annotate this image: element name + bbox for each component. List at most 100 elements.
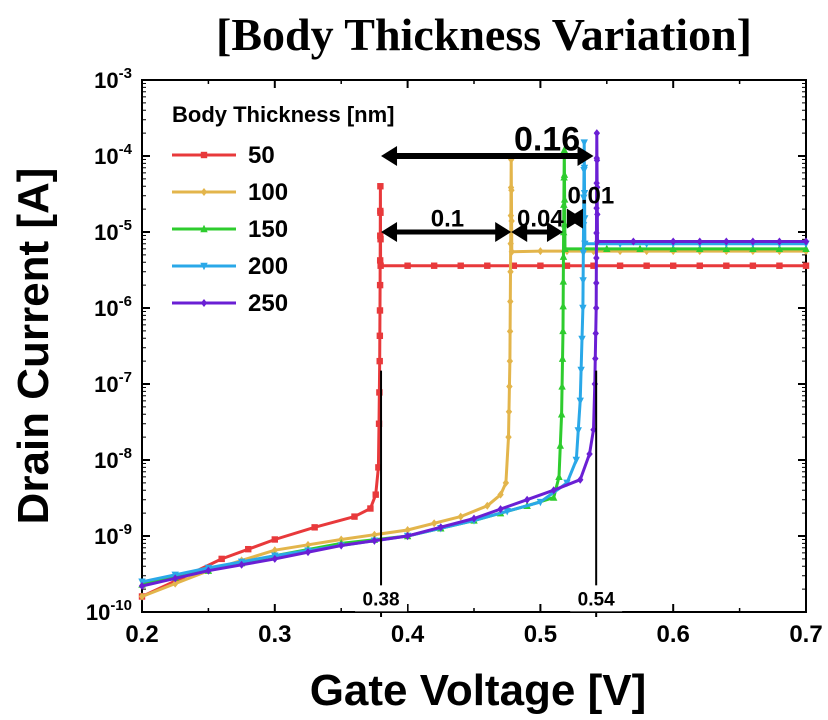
- data-point: [506, 327, 514, 336]
- data-point: [559, 326, 567, 335]
- x-tick-label: 0.3: [258, 621, 291, 648]
- data-point: [603, 244, 611, 253]
- data-point: [376, 307, 384, 314]
- data-point: [578, 335, 586, 344]
- data-point: [802, 237, 810, 246]
- data-point: [592, 304, 600, 312]
- legend-item-200: 200: [172, 253, 288, 280]
- data-point: [560, 200, 568, 208]
- x-tick-label: 0.7: [789, 621, 822, 648]
- data-point: [558, 354, 567, 362]
- data-point: [586, 449, 593, 458]
- data-point: [557, 410, 566, 418]
- data-point: [375, 420, 383, 427]
- y-tick-label: 10-7: [94, 369, 132, 397]
- data-point: [376, 357, 383, 365]
- data-point: [430, 262, 438, 269]
- annotation-label: 0.01: [568, 183, 615, 210]
- series-250: [138, 129, 810, 590]
- data-point: [457, 262, 464, 269]
- data-point: [749, 237, 757, 246]
- legend-swatch-marker: [200, 262, 208, 271]
- data-point: [723, 262, 730, 269]
- data-point: [636, 244, 644, 253]
- data-point: [561, 244, 569, 253]
- data-point: [775, 244, 784, 253]
- data-point: [138, 592, 146, 601]
- data-point: [616, 262, 624, 269]
- data-point: [579, 277, 587, 285]
- data-point: [205, 566, 212, 575]
- data-point: [579, 249, 588, 258]
- data-point: [304, 540, 312, 549]
- plot-frame: [141, 79, 807, 613]
- annotation-0.1: 0.1: [381, 206, 512, 242]
- legend-swatch-marker: [200, 224, 208, 233]
- data-point: [696, 262, 703, 269]
- data-point: [371, 536, 378, 545]
- series-50: [138, 183, 810, 600]
- data-point: [576, 397, 584, 406]
- data-point: [507, 211, 515, 220]
- y-tick-label: 10-6: [94, 293, 132, 321]
- data-point: [594, 237, 601, 246]
- data-point: [351, 513, 358, 520]
- data-point: [581, 240, 589, 248]
- data-point: [271, 554, 278, 563]
- data-point: [508, 216, 515, 225]
- data-point: [404, 525, 411, 534]
- data-point: [404, 532, 411, 540]
- annotation-0.38: 0.38: [355, 370, 408, 617]
- data-point: [696, 237, 703, 246]
- data-point: [505, 433, 512, 442]
- legend-item-150: 150: [172, 216, 288, 243]
- data-point: [590, 425, 597, 434]
- data-point: [375, 464, 382, 471]
- data-point: [594, 210, 601, 219]
- series-layer: [138, 129, 810, 601]
- data-point: [670, 237, 677, 246]
- data-point: [338, 541, 345, 550]
- data-point: [372, 491, 379, 498]
- plot-area: 0.2 0.3 0.4 0.5 0.6 0.7 10-10 10-9 10-8 10-7 10-6 1…: [86, 65, 823, 648]
- data-point: [558, 382, 566, 390]
- arrow-head: [566, 208, 583, 229]
- arrow-head: [495, 222, 512, 242]
- data-point: [580, 164, 589, 173]
- label-background: [570, 585, 623, 612]
- data-point: [593, 254, 600, 263]
- data-point: [218, 555, 225, 563]
- data-point: [802, 262, 810, 269]
- annotation-layer: 0.16 0.1 0.040.01 0.38 0.54: [355, 121, 623, 617]
- data-point: [367, 505, 374, 512]
- data-point: [502, 478, 510, 487]
- data-point: [507, 267, 514, 276]
- data-point: [377, 236, 384, 243]
- annotation-0.01: 0.01: [566, 183, 615, 229]
- data-point: [507, 155, 515, 164]
- data-point: [376, 257, 384, 264]
- annotation-0.04: 0.04: [511, 206, 564, 242]
- arrow-head: [381, 146, 398, 166]
- arrow-head: [577, 146, 594, 166]
- data-point: [437, 523, 444, 532]
- data-point: [593, 204, 600, 213]
- data-point: [559, 301, 567, 310]
- data-point: [404, 262, 411, 269]
- series-100: [138, 155, 810, 601]
- data-point: [802, 244, 810, 253]
- data-point: [776, 262, 783, 269]
- y-tick-label: 10-5: [94, 217, 132, 245]
- annotation-label: 0.16: [514, 121, 580, 159]
- data-point: [271, 546, 278, 555]
- legend: Body Thickness [nm] 50 100 150 200 250: [172, 102, 394, 317]
- x-tick-label: 0.2: [125, 621, 158, 648]
- data-point: [510, 262, 518, 269]
- data-point: [577, 475, 584, 484]
- legend-item-100: 100: [172, 179, 288, 206]
- data-point: [507, 297, 514, 306]
- data-point: [549, 493, 558, 501]
- y-tick-label: 10-9: [94, 521, 132, 549]
- data-point: [457, 512, 464, 521]
